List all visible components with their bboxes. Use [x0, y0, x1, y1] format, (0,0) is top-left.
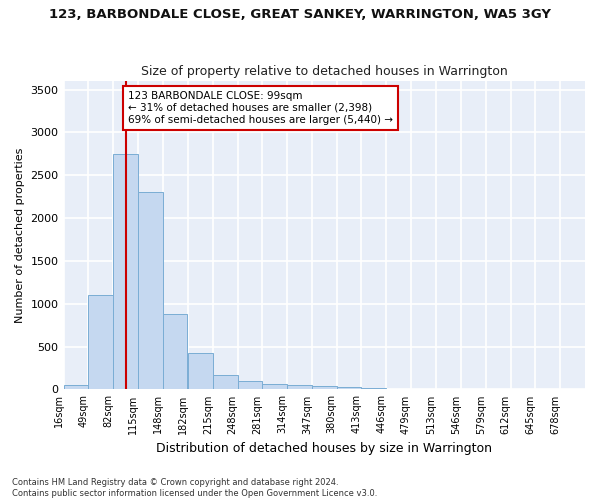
Bar	[337, 387, 361, 390]
Text: 123, BARBONDALE CLOSE, GREAT SANKEY, WARRINGTON, WA5 3GY: 123, BARBONDALE CLOSE, GREAT SANKEY, WAR…	[49, 8, 551, 20]
Bar	[287, 384, 312, 390]
Y-axis label: Number of detached properties: Number of detached properties	[15, 148, 25, 323]
Bar	[386, 388, 411, 390]
Bar	[163, 314, 187, 390]
Text: 123 BARBONDALE CLOSE: 99sqm
← 31% of detached houses are smaller (2,398)
69% of : 123 BARBONDALE CLOSE: 99sqm ← 31% of det…	[128, 92, 393, 124]
X-axis label: Distribution of detached houses by size in Warrington: Distribution of detached houses by size …	[156, 442, 492, 455]
Title: Size of property relative to detached houses in Warrington: Size of property relative to detached ho…	[141, 66, 508, 78]
Bar	[64, 385, 88, 390]
Bar	[312, 386, 337, 390]
Bar	[262, 384, 287, 390]
Bar	[113, 154, 138, 390]
Bar	[88, 295, 113, 390]
Bar	[213, 375, 238, 390]
Bar	[138, 192, 163, 390]
Bar	[361, 388, 386, 390]
Bar	[188, 352, 213, 390]
Bar	[238, 381, 262, 390]
Text: Contains HM Land Registry data © Crown copyright and database right 2024.
Contai: Contains HM Land Registry data © Crown c…	[12, 478, 377, 498]
